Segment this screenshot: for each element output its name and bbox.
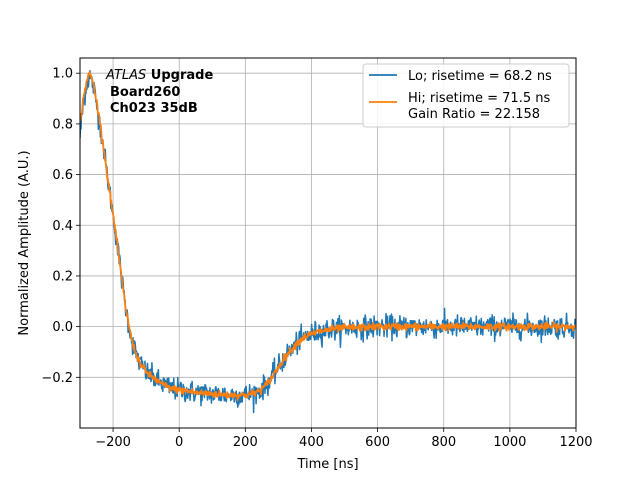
y-tick-label: −0.2: [41, 371, 73, 386]
plot-frame: [79, 57, 577, 429]
annotation-atlas: ATLAS: [105, 68, 146, 83]
x-tick-label: 0: [175, 435, 183, 450]
x-tick-label: 200: [233, 435, 258, 450]
legend-label-gain-ratio: Gain Ratio = 22.158: [408, 107, 540, 122]
y-tick-label: 0.0: [52, 320, 73, 335]
series-line-lo: [80, 69, 576, 414]
x-tick-label: 1000: [493, 435, 526, 450]
legend: Lo; risetime = 68.2 ns Hi; risetime = 71…: [362, 63, 570, 128]
y-tick-label: 0.4: [52, 219, 73, 234]
legend-label-lo: Lo; risetime = 68.2 ns: [408, 69, 552, 84]
annotation: ATLAS Upgrade Board260 Ch023 35dB: [105, 68, 213, 116]
annotation-upgrade: Upgrade: [146, 68, 213, 83]
x-tick-label: 400: [299, 435, 324, 450]
y-tick-label: 0.6: [52, 168, 73, 183]
annotation-board: Board260: [110, 85, 180, 100]
y-tick-label: 0.8: [52, 117, 73, 132]
x-tick-label: −200: [95, 435, 131, 450]
series-line-hi: [80, 71, 576, 402]
x-tick-label: 1200: [559, 435, 592, 450]
legend-label-hi: Hi; risetime = 71.5 ns: [408, 91, 550, 106]
y-axis-label: Normalized Amplitude (A.U.): [17, 150, 32, 335]
ticks: −200 0 200 400 600 800 1000 1200 −0.2 0.0 0.2 0.4 0.…: [41, 67, 592, 450]
annotation-line1: ATLAS Upgrade: [105, 68, 213, 83]
y-tick-label: 1.0: [52, 67, 73, 82]
series-layer: [80, 69, 576, 414]
x-tick-label: 600: [365, 435, 390, 450]
x-tick-label: 800: [431, 435, 456, 450]
legend-box: [362, 63, 570, 128]
x-axis-label: Time [ns]: [296, 457, 358, 472]
annotation-channel: Ch023 35dB: [110, 101, 198, 116]
y-tick-label: 0.2: [52, 269, 73, 284]
